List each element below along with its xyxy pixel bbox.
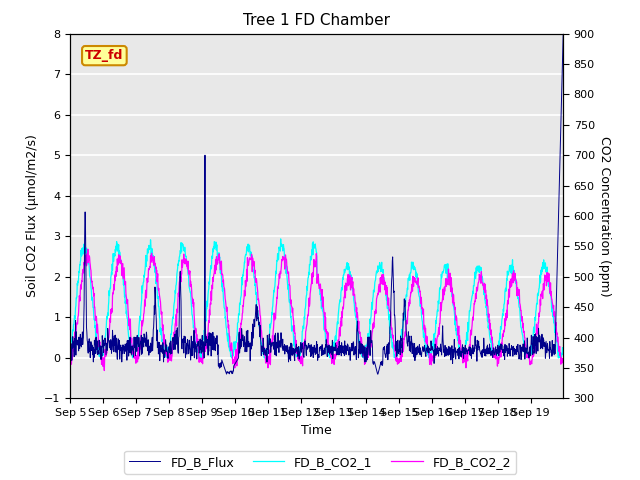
- Line: FD_B_CO2_1: FD_B_CO2_1: [70, 239, 563, 358]
- Text: TZ_fd: TZ_fd: [85, 49, 124, 62]
- Y-axis label: CO2 Concentration (ppm): CO2 Concentration (ppm): [598, 136, 611, 296]
- Legend: FD_B_Flux, FD_B_CO2_1, FD_B_CO2_2: FD_B_Flux, FD_B_CO2_1, FD_B_CO2_2: [124, 451, 516, 474]
- X-axis label: Time: Time: [301, 424, 332, 437]
- Y-axis label: Soil CO2 Flux (μmol/m2/s): Soil CO2 Flux (μmol/m2/s): [26, 134, 39, 298]
- Title: Tree 1 FD Chamber: Tree 1 FD Chamber: [243, 13, 390, 28]
- Line: FD_B_CO2_2: FD_B_CO2_2: [70, 249, 563, 371]
- Line: FD_B_Flux: FD_B_Flux: [70, 34, 563, 374]
